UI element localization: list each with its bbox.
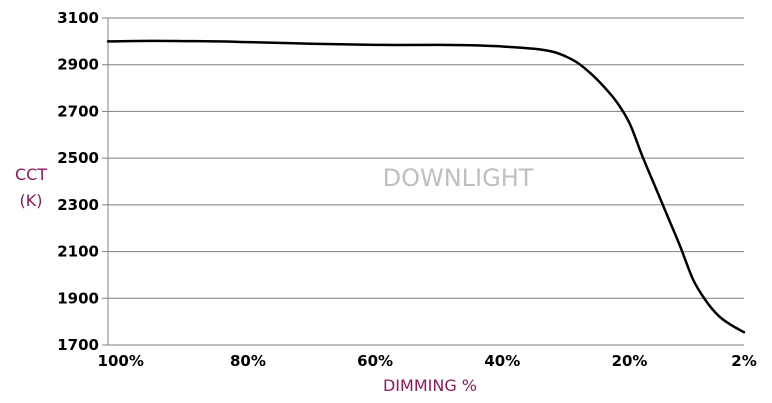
series-group <box>106 39 746 334</box>
y-tick-label-1900: 1900 <box>57 289 99 307</box>
x-tick-label-40: 40% <box>484 352 520 370</box>
y-tick-label-1700: 1700 <box>57 336 99 354</box>
x-tick-label-2: 2% <box>731 352 756 370</box>
chart-watermark: DOWNLIGHT <box>383 164 534 192</box>
grid-lines <box>108 17 744 299</box>
y-tick-labels: 1700 1900 2100 2300 2500 2700 2900 3100 <box>57 9 99 354</box>
y-axis-title-line-2: (K) <box>20 191 43 210</box>
x-axis-title: DIMMING % <box>383 376 477 395</box>
y-axis-title-line-1: CCT <box>15 165 47 184</box>
y-tick-label-2700: 2700 <box>57 102 99 120</box>
y-tick-label-2500: 2500 <box>57 149 99 167</box>
x-tick-label-80: 80% <box>230 352 266 370</box>
series-line-0 <box>106 39 746 334</box>
y-tick-label-3100: 3100 <box>57 9 99 27</box>
axes <box>102 17 744 346</box>
y-tick-label-2900: 2900 <box>57 56 99 74</box>
y-tick-label-2100: 2100 <box>57 243 99 261</box>
y-tick-label-2300: 2300 <box>57 196 99 214</box>
x-tick-label-100: 100% <box>98 352 144 370</box>
x-tick-labels: 100% 80% 60% 40% 20% 2% <box>98 352 757 370</box>
x-tick-label-60: 60% <box>357 352 393 370</box>
x-tick-label-20: 20% <box>612 352 648 370</box>
